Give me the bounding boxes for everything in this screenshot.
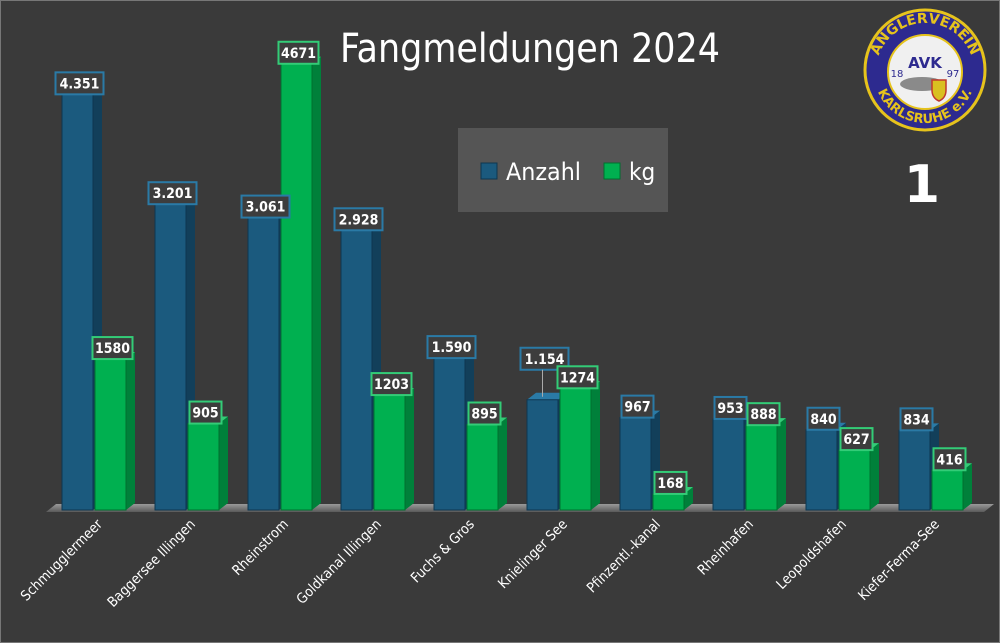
data-label-anzahl: 967 xyxy=(620,394,655,419)
svg-text:895: 895 xyxy=(471,406,497,422)
shield-icon xyxy=(931,79,947,102)
data-label-kg: 416 xyxy=(932,447,967,472)
data-label-anzahl: 834 xyxy=(899,407,934,432)
data-label-anzahl: 3.201 xyxy=(147,181,198,206)
x-tick-label: Rheinhafen xyxy=(695,517,757,579)
x-tick-label: Pfinzentl.-kanal xyxy=(584,517,664,597)
svg-text:1.590: 1.590 xyxy=(432,340,472,356)
svg-text:840: 840 xyxy=(810,412,837,428)
data-label-kg: 1274 xyxy=(556,365,599,390)
logo-year-left: 18 xyxy=(891,69,904,80)
svg-text:416: 416 xyxy=(936,452,963,468)
svg-text:888: 888 xyxy=(750,407,776,423)
bar-kg xyxy=(559,381,600,511)
x-tick-label: Kiefer-Ferma-See xyxy=(855,516,943,604)
data-labels: 4.351 1580 3.201 905 3.061 4671 2.928 1203 1.590… xyxy=(54,40,967,495)
x-tick-label: Schmugglermeer xyxy=(18,516,106,604)
legend-swatch-anzahl xyxy=(480,162,498,180)
svg-text:834: 834 xyxy=(903,412,930,428)
svg-text:1.154: 1.154 xyxy=(525,352,565,368)
x-tick-label: Knielinger See xyxy=(495,516,571,592)
bar-kg xyxy=(94,352,135,511)
legend-label-anzahl: Anzahl xyxy=(506,158,581,186)
svg-text:905: 905 xyxy=(192,406,218,422)
data-label-anzahl: 1.154 xyxy=(519,346,570,397)
bar-kg xyxy=(466,417,507,511)
svg-text:1580: 1580 xyxy=(95,341,130,357)
bar-kg xyxy=(838,443,879,511)
svg-text:4671: 4671 xyxy=(281,46,316,62)
svg-text:3.061: 3.061 xyxy=(246,200,286,216)
svg-text:627: 627 xyxy=(843,432,869,448)
page-number: 1 xyxy=(904,155,940,215)
svg-text:1274: 1274 xyxy=(560,370,595,386)
club-logo: ANGLERVEREIN KARLSRUHE e.V. AVK 18 97 xyxy=(863,8,987,132)
data-label-anzahl: 1.590 xyxy=(426,335,477,360)
x-tick-label: Baggersee Illingen xyxy=(105,517,199,611)
bar-kg xyxy=(373,388,414,511)
data-label-kg: 627 xyxy=(839,427,874,452)
data-label-kg: 888 xyxy=(746,402,781,427)
x-tick-label: Goldkanal Illingen xyxy=(294,517,385,608)
data-label-kg: 895 xyxy=(467,401,502,426)
data-label-kg: 905 xyxy=(188,400,223,425)
data-label-anzahl: 953 xyxy=(713,395,748,420)
svg-text:953: 953 xyxy=(717,401,743,417)
logo-monogram: AVK xyxy=(908,54,943,72)
x-tick-label: Rheinstrom xyxy=(229,517,291,579)
legend-label-kg: kg xyxy=(629,158,655,186)
x-tick-label: Fuchs & Gros xyxy=(408,517,478,587)
bar-anzahl xyxy=(340,223,381,511)
logo-year-right: 97 xyxy=(947,69,960,80)
bar-kg xyxy=(745,418,786,511)
svg-text:4.351: 4.351 xyxy=(60,76,100,92)
svg-text:2.928: 2.928 xyxy=(339,212,379,228)
svg-text:967: 967 xyxy=(624,400,650,416)
data-label-anzahl: 840 xyxy=(806,406,841,431)
svg-text:168: 168 xyxy=(657,476,683,492)
svg-text:3.201: 3.201 xyxy=(153,186,193,202)
data-label-kg: 1580 xyxy=(91,336,134,361)
bar-kg xyxy=(280,56,321,511)
data-label-anzahl: 4.351 xyxy=(54,71,105,96)
data-label-anzahl: 3.061 xyxy=(240,194,291,219)
bar-kg xyxy=(187,416,228,511)
data-label-kg: 1203 xyxy=(370,372,413,397)
svg-text:1203: 1203 xyxy=(374,377,409,393)
legend-swatch-kg xyxy=(603,162,621,180)
data-label-kg: 4671 xyxy=(277,40,320,65)
x-tick-label: Leopoldshafen xyxy=(774,517,850,593)
bars-layer xyxy=(61,56,972,511)
data-label-kg: 168 xyxy=(653,470,688,495)
legend: Anzahl kg xyxy=(458,128,668,212)
chart-title: Fangmeldungen 2024 xyxy=(340,26,720,72)
data-label-anzahl: 2.928 xyxy=(333,207,384,232)
